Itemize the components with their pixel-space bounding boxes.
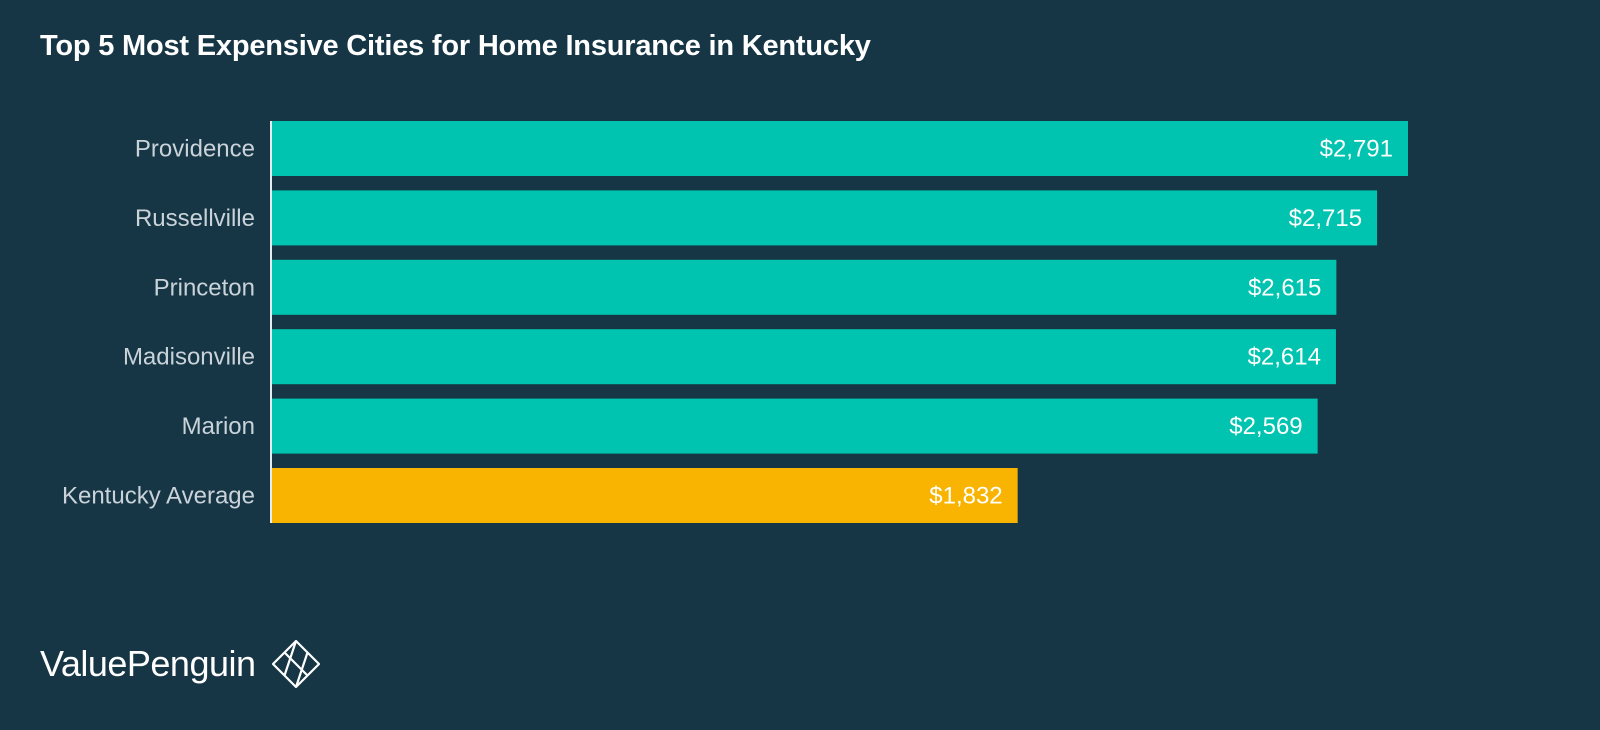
- bar-russellville: [272, 190, 1378, 246]
- value-label: $2,614: [1248, 344, 1321, 371]
- category-label: Kentucky Average: [62, 483, 255, 510]
- brand-name: ValuePenguin: [40, 643, 256, 684]
- category-label: Providence: [135, 136, 255, 163]
- valuepenguin-logo-icon: [271, 639, 321, 689]
- bar-marion: [272, 398, 1318, 454]
- chart-title: Top 5 Most Expensive Cities for Home Ins…: [40, 30, 871, 62]
- brand-logo: ValuePenguin: [40, 638, 322, 689]
- category-labels-group: Providence Russellville Princeton Madisonvi…: [62, 136, 255, 510]
- value-label: $2,615: [1248, 274, 1321, 301]
- category-label: Marion: [182, 413, 255, 440]
- value-label: $2,715: [1289, 205, 1362, 232]
- category-label: Russellville: [135, 205, 255, 232]
- bars-group: [272, 121, 1408, 523]
- value-label: $2,791: [1320, 136, 1393, 163]
- bar-princeton: [272, 259, 1337, 315]
- value-label: $2,569: [1229, 413, 1302, 440]
- value-label: $1,832: [929, 483, 1002, 510]
- bar-madisonville: [272, 329, 1336, 385]
- category-label: Madisonville: [123, 344, 255, 371]
- bar-providence: [272, 121, 1408, 176]
- value-labels-group: $2,791 $2,715 $2,615 $2,614 $2,569 $1,832: [929, 136, 1393, 510]
- bar-kentucky-average: [272, 468, 1018, 523]
- category-label: Princeton: [154, 274, 255, 301]
